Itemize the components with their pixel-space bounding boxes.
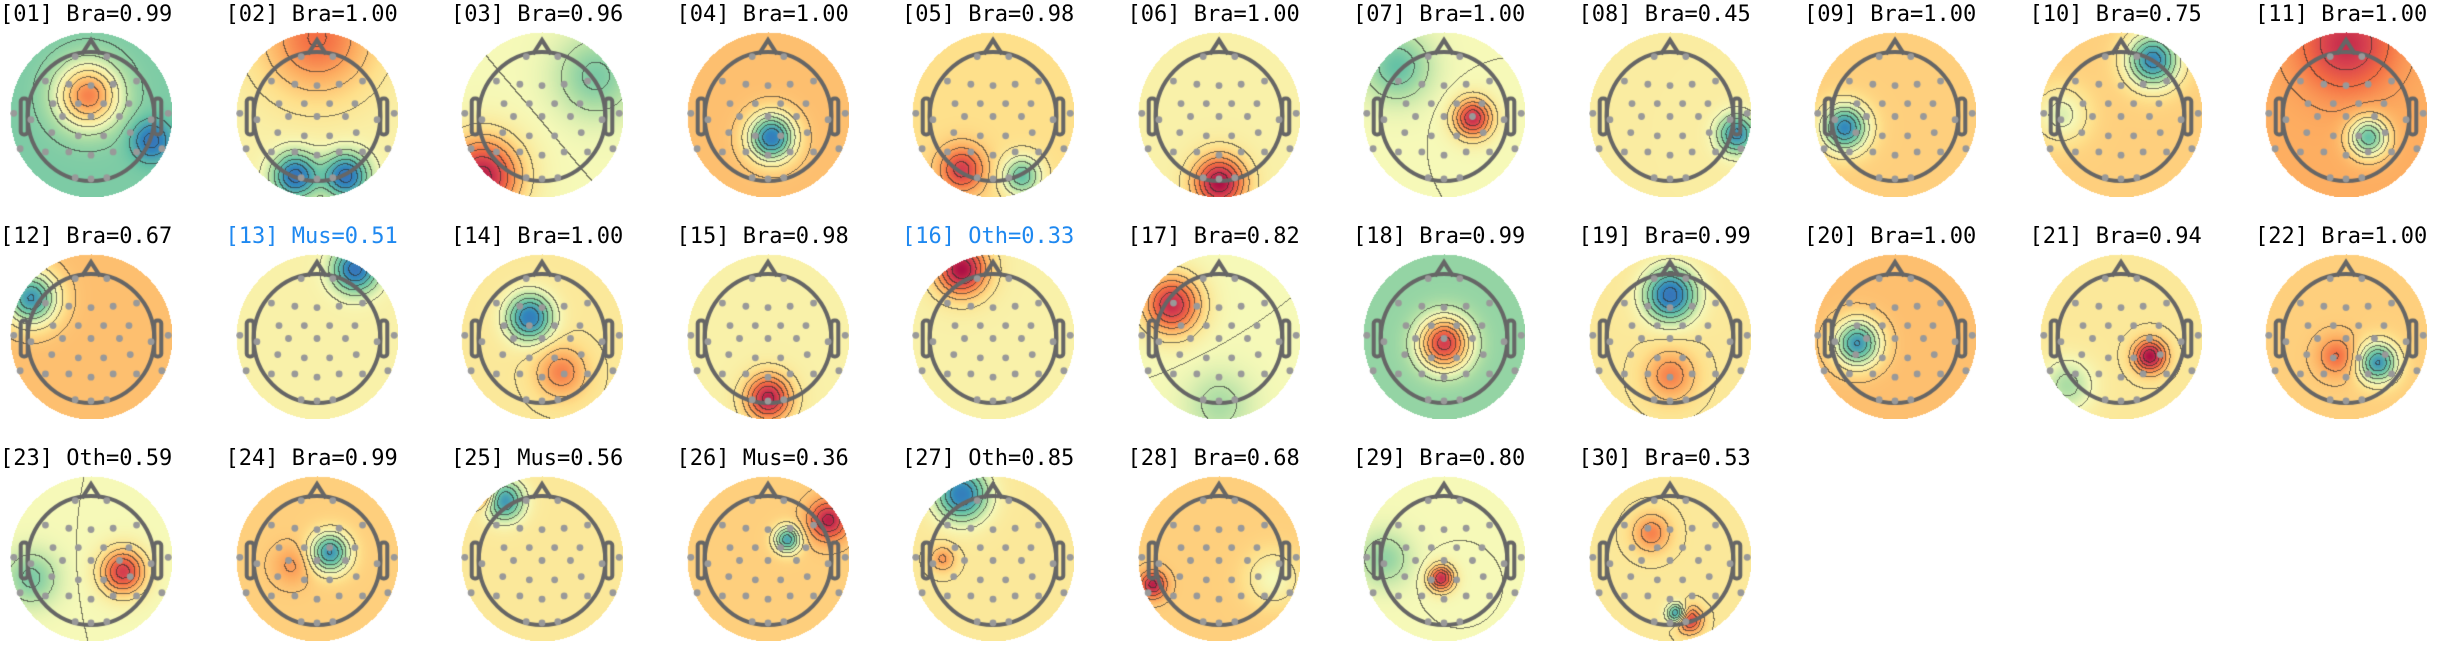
topomap — [1588, 32, 1751, 197]
topomap — [10, 32, 172, 197]
component-cell: [30] Bra=0.53 — [1579, 446, 1804, 668]
component-label: [28] Bra=0.68 — [1127, 446, 1300, 471]
topomap — [1814, 32, 1976, 197]
component-cell: [20] Bra=1.00 — [1804, 224, 2029, 446]
component-label: [18] Bra=0.99 — [1353, 224, 1526, 249]
topomap — [2039, 254, 2202, 419]
component-cell: [06] Bra=1.00 — [1128, 2, 1353, 224]
component-cell: [25] Mus=0.56 — [451, 446, 676, 668]
component-label: [24] Bra=0.99 — [225, 446, 398, 471]
topomap — [912, 32, 1074, 197]
component-cell: [02] Bra=1.00 — [226, 2, 451, 224]
component-cell: [01] Bra=0.99 — [0, 2, 225, 224]
topomap — [912, 254, 1074, 419]
component-cell: [05] Bra=0.98 — [902, 2, 1127, 224]
component-label: [07] Bra=1.00 — [1353, 2, 1526, 27]
component-label: [23] Oth=0.59 — [0, 446, 173, 471]
component-cell: [11] Bra=1.00 — [2255, 2, 2438, 224]
topomap — [461, 32, 623, 197]
component-label: [29] Bra=0.80 — [1353, 446, 1526, 471]
component-cell: [10] Bra=0.75 — [2030, 2, 2255, 224]
component-label: [15] Bra=0.98 — [676, 224, 849, 249]
topomap — [235, 32, 398, 197]
component-cell: [07] Bra=1.00 — [1353, 2, 1578, 224]
component-label: [19] Bra=0.99 — [1578, 224, 1751, 249]
topomap — [235, 476, 398, 641]
component-label: [20] Bra=1.00 — [1804, 224, 1977, 249]
component-cell: [19] Bra=0.99 — [1579, 224, 1804, 446]
topomap — [1137, 254, 1300, 419]
component-cell: [21] Bra=0.94 — [2030, 224, 2255, 446]
topomap — [10, 476, 172, 641]
component-label: [13] Mus=0.51 — [225, 224, 398, 249]
component-label: [01] Bra=0.99 — [0, 2, 173, 27]
component-cell: [12] Bra=0.67 — [0, 224, 225, 446]
topomap — [2265, 32, 2427, 197]
component-label: [12] Bra=0.67 — [0, 224, 173, 249]
topomap — [2039, 32, 2202, 197]
component-label: [10] Bra=0.75 — [2029, 2, 2202, 27]
topomap — [1588, 254, 1751, 419]
component-label: [30] Bra=0.53 — [1578, 446, 1751, 471]
component-label: [14] Bra=1.00 — [451, 224, 624, 249]
component-label: [06] Bra=1.00 — [1127, 2, 1300, 27]
component-label: [22] Bra=1.00 — [2255, 224, 2428, 249]
topomap — [2265, 254, 2427, 419]
component-label: [21] Bra=0.94 — [2029, 224, 2202, 249]
component-label: [26] Mus=0.36 — [676, 446, 849, 471]
topomap — [686, 254, 849, 419]
component-label: [25] Mus=0.56 — [451, 446, 624, 471]
component-cell: [15] Bra=0.98 — [677, 224, 902, 446]
topomap — [461, 476, 623, 641]
topomap — [1363, 476, 1525, 641]
component-cell: [27] Oth=0.85 — [902, 446, 1127, 668]
topomap — [1363, 32, 1525, 197]
component-label: [05] Bra=0.98 — [902, 2, 1075, 27]
component-cell: [14] Bra=1.00 — [451, 224, 676, 446]
component-cell: [17] Bra=0.82 — [1128, 224, 1353, 446]
topomap — [686, 476, 849, 641]
topomap — [1814, 254, 1976, 419]
component-cell: [22] Bra=1.00 — [2255, 224, 2438, 446]
component-cell: [23] Oth=0.59 — [0, 446, 225, 668]
component-cell: [18] Bra=0.99 — [1353, 224, 1578, 446]
component-label: [03] Bra=0.96 — [451, 2, 624, 27]
component-label: [27] Oth=0.85 — [902, 446, 1075, 471]
topomap — [1363, 254, 1525, 419]
component-label: [11] Bra=1.00 — [2255, 2, 2428, 27]
component-cell: [08] Bra=0.45 — [1579, 2, 1804, 224]
component-cell: [03] Bra=0.96 — [451, 2, 676, 224]
component-cell: [09] Bra=1.00 — [1804, 2, 2029, 224]
component-label: [08] Bra=0.45 — [1578, 2, 1751, 27]
component-label: [02] Bra=1.00 — [225, 2, 398, 27]
topomap — [1137, 476, 1300, 641]
topomap — [461, 254, 623, 419]
topomap — [1588, 476, 1751, 641]
component-label: [16] Oth=0.33 — [902, 224, 1075, 249]
component-label: [17] Bra=0.82 — [1127, 224, 1300, 249]
component-cell: [04] Bra=1.00 — [677, 2, 902, 224]
component-cell: [29] Bra=0.80 — [1353, 446, 1578, 668]
component-label: [04] Bra=1.00 — [676, 2, 849, 27]
component-cell: [16] Oth=0.33 — [902, 224, 1127, 446]
component-label: [09] Bra=1.00 — [1804, 2, 1977, 27]
component-cell: [13] Mus=0.51 — [226, 224, 451, 446]
component-cell: [28] Bra=0.68 — [1128, 446, 1353, 668]
topomap — [10, 254, 172, 419]
component-cell: [26] Mus=0.36 — [677, 446, 902, 668]
topomap — [235, 254, 398, 419]
topomap — [686, 32, 849, 197]
component-cell: [24] Bra=0.99 — [226, 446, 451, 668]
topomap — [1137, 32, 1300, 197]
topomap — [912, 476, 1074, 641]
